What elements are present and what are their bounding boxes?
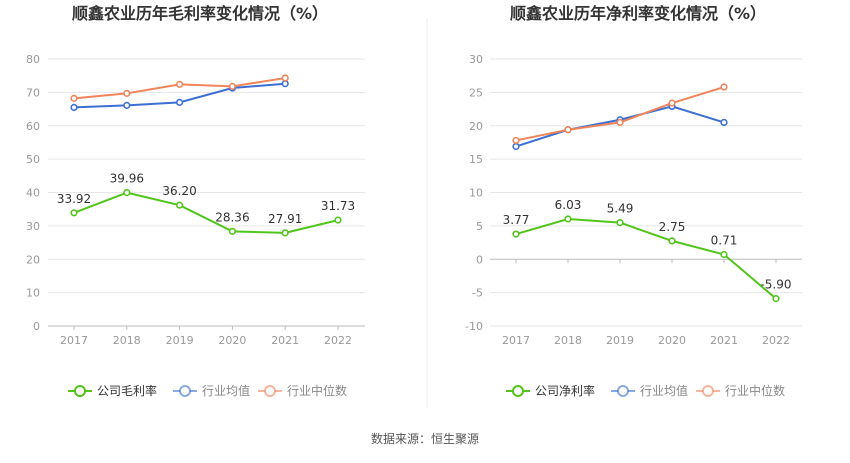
y-tick-label: 30 (469, 53, 483, 66)
legend-item[interactable]: 行业均值 (173, 383, 250, 398)
series-line (515, 217, 777, 300)
data-point[interactable] (281, 74, 289, 82)
data-label: 28.36 (215, 210, 249, 224)
data-point[interactable] (616, 219, 624, 227)
legend-label: 行业均值 (640, 383, 688, 398)
y-tick-label: 50 (26, 153, 40, 166)
x-tick-label: 2018 (113, 334, 141, 347)
series-line (73, 191, 339, 234)
x-tick-label: 2017 (502, 334, 530, 347)
legend-label: 公司净利率 (535, 383, 595, 398)
y-tick-label: 10 (469, 187, 483, 200)
data-point[interactable] (176, 201, 184, 209)
y-tick-label: 10 (26, 287, 40, 300)
data-point[interactable] (176, 80, 184, 88)
data-point[interactable] (228, 82, 236, 90)
data-point[interactable] (720, 118, 728, 127)
legend-item[interactable]: 行业均值 (611, 383, 688, 398)
y-tick-label: 40 (26, 187, 40, 200)
y-tick-label: 0 (476, 253, 483, 266)
y-tick-label: 30 (26, 220, 40, 233)
data-label: 27.91 (268, 212, 302, 226)
y-tick-label: -5 (472, 287, 483, 300)
legend-marker (512, 385, 524, 397)
data-point[interactable] (176, 98, 184, 106)
x-tick-label: 2022 (762, 334, 790, 347)
y-tick-label: 25 (469, 86, 483, 99)
data-point[interactable] (616, 118, 624, 127)
legend-item[interactable]: 公司毛利率 (68, 383, 157, 398)
x-tick-label: 2017 (60, 334, 88, 347)
data-point[interactable] (334, 216, 342, 224)
data-label: -5.90 (760, 278, 791, 292)
series-line (515, 105, 725, 148)
source-note: 数据来源：恒生聚源 (371, 431, 479, 446)
data-label: 3.77 (503, 213, 530, 227)
legend-marker (617, 385, 629, 397)
chart-title: 顺鑫农业历年净利率变化情况（%） (510, 4, 766, 23)
data-point[interactable] (668, 237, 676, 245)
legend-item[interactable]: 公司净利率 (506, 383, 595, 398)
data-point[interactable] (281, 229, 289, 237)
net-margin-chart: 顺鑫农业历年净利率变化情况（%） -10 -5 0 5 10 15 20 25 30 2017 201… (465, 4, 802, 398)
legend-label: 行业中位数 (287, 383, 347, 398)
legend-marker (264, 385, 276, 397)
data-label: 31.73 (321, 199, 355, 213)
data-point[interactable] (123, 189, 131, 197)
legend-label: 行业均值 (202, 383, 250, 398)
data-point[interactable] (123, 89, 131, 97)
x-tick-label: 2019 (606, 334, 634, 347)
legend-marker (74, 385, 86, 397)
data-point[interactable] (70, 94, 78, 102)
y-tick-label: 20 (469, 120, 483, 133)
y-tick-label: -10 (465, 320, 483, 333)
data-point[interactable] (720, 250, 728, 259)
data-point[interactable] (668, 99, 676, 107)
data-label: 36.20 (162, 184, 196, 198)
data-label: 0.71 (711, 234, 738, 248)
data-point[interactable] (70, 103, 78, 111)
data-point[interactable] (564, 126, 572, 134)
data-label: 33.92 (57, 192, 91, 206)
x-tick-label: 2021 (710, 334, 738, 347)
x-tick-label: 2019 (166, 334, 194, 347)
data-label: 2.75 (659, 220, 686, 234)
data-point[interactable] (772, 295, 780, 303)
data-point[interactable] (720, 83, 728, 91)
y-tick-label: 20 (26, 253, 40, 266)
data-label: 6.03 (555, 198, 582, 212)
y-tick-label: 80 (26, 53, 40, 66)
data-point[interactable] (281, 80, 289, 88)
y-tick-label: 5 (476, 220, 483, 233)
gross-margin-chart: 顺鑫农业历年毛利率变化情况（%） 0 10 20 30 40 50 60 70 80 2017 201… (26, 4, 365, 398)
data-point[interactable] (512, 230, 520, 238)
x-tick-label: 2022 (324, 334, 352, 347)
legend-label: 公司毛利率 (97, 383, 157, 398)
data-label: 5.49 (607, 202, 634, 216)
y-tick-label: 60 (26, 120, 40, 133)
y-tick-label: 0 (33, 320, 40, 333)
x-tick-label: 2020 (218, 334, 246, 347)
legend-marker (179, 385, 191, 397)
data-point[interactable] (70, 209, 78, 217)
data-label: 39.96 (110, 172, 144, 186)
data-point[interactable] (512, 142, 520, 151)
data-point[interactable] (564, 215, 572, 223)
x-tick-label: 2020 (658, 334, 686, 347)
data-point[interactable] (228, 227, 236, 235)
data-point[interactable] (512, 136, 520, 145)
legend-marker (702, 385, 714, 397)
legend-item[interactable]: 行业中位数 (258, 383, 347, 398)
x-tick-label: 2021 (271, 334, 299, 347)
legend-label: 行业中位数 (725, 383, 785, 398)
x-tick-label: 2018 (554, 334, 582, 347)
y-tick-label: 70 (26, 86, 40, 99)
y-tick-label: 15 (469, 153, 483, 166)
chart-title: 顺鑫农业历年毛利率变化情况（%） (72, 4, 328, 23)
data-point[interactable] (123, 101, 131, 109)
legend-item[interactable]: 行业中位数 (696, 383, 785, 398)
